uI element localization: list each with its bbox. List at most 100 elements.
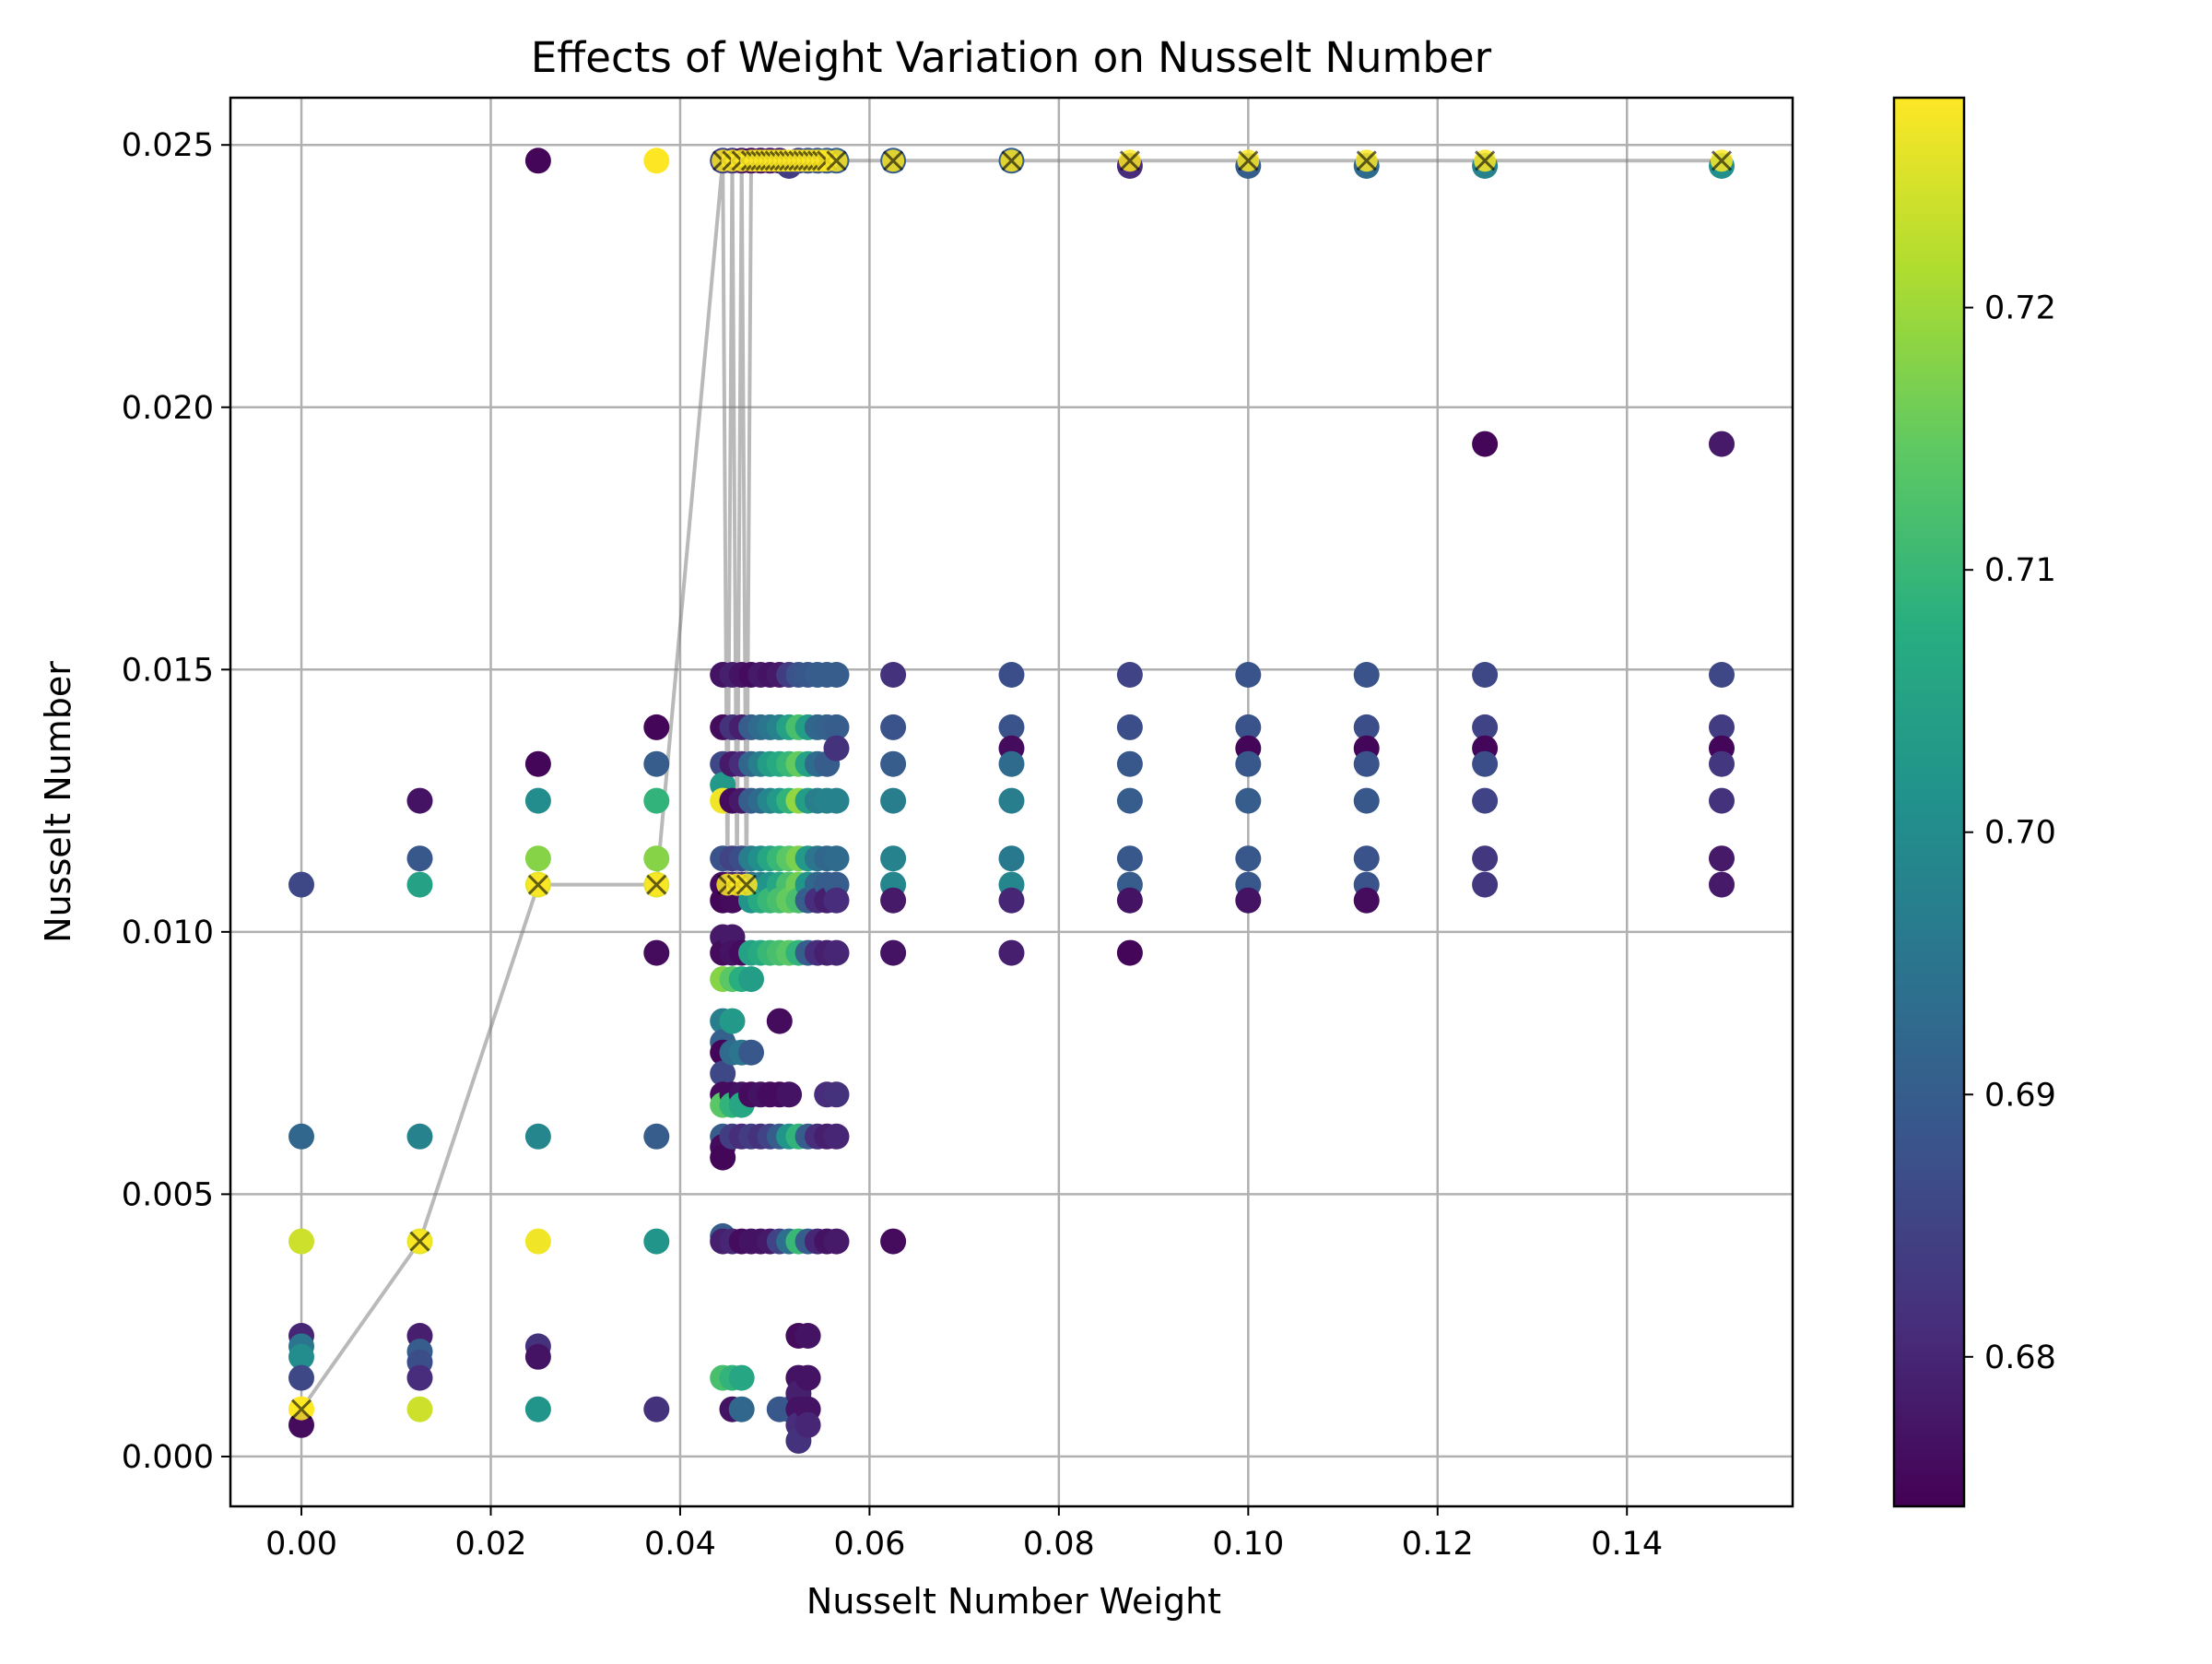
y-tick-label: 0.015 — [122, 652, 214, 689]
data-point — [1472, 662, 1499, 688]
data-point — [1709, 871, 1735, 898]
data-point — [406, 1123, 433, 1150]
data-point — [1353, 787, 1380, 814]
data-point — [524, 750, 551, 777]
data-point — [738, 966, 764, 993]
y-tick-label: 0.000 — [122, 1439, 214, 1476]
x-tick-label: 0.08 — [1023, 1526, 1095, 1563]
data-point — [524, 1396, 551, 1422]
data-point — [823, 1081, 850, 1108]
data-point — [1116, 939, 1143, 966]
x-axis-label: Nusselt Number Weight — [806, 1581, 1221, 1622]
data-point — [288, 1411, 314, 1438]
data-point — [1235, 662, 1262, 688]
data-point — [1235, 787, 1262, 814]
colorbar-tick-label: 0.71 — [1984, 552, 2056, 589]
colorbar-tick-label: 0.69 — [1984, 1077, 2056, 1114]
x-marker — [1237, 149, 1260, 172]
data-point — [794, 1323, 821, 1349]
data-points — [288, 148, 1735, 1454]
data-point — [823, 787, 850, 814]
data-point — [1709, 431, 1735, 457]
data-point — [1472, 750, 1499, 777]
data-point — [406, 1396, 433, 1422]
x-tick-label: 0.02 — [455, 1526, 527, 1563]
data-point — [1709, 750, 1735, 777]
data-point — [1709, 662, 1735, 688]
data-point — [880, 845, 907, 872]
data-point — [1472, 787, 1499, 814]
x-marker — [735, 873, 758, 896]
y-tick-label: 0.020 — [122, 390, 214, 427]
colorbar — [1894, 98, 1964, 1506]
data-point — [1353, 714, 1380, 740]
y-tick-label: 0.025 — [122, 127, 214, 164]
data-point — [1235, 714, 1262, 740]
data-point — [524, 845, 551, 872]
data-point — [288, 1364, 314, 1391]
data-point — [776, 1081, 803, 1108]
data-point — [1709, 845, 1735, 872]
data-point — [823, 845, 850, 872]
x-marker — [526, 873, 549, 896]
data-point — [524, 1123, 551, 1150]
data-point — [998, 939, 1025, 966]
data-point — [998, 787, 1025, 814]
data-point — [1472, 845, 1499, 872]
x-marker — [645, 873, 668, 896]
trend-line — [300, 159, 1722, 1410]
plot-frame — [229, 96, 1794, 1508]
x-tick-label: 0.00 — [265, 1526, 337, 1563]
data-point — [823, 939, 850, 966]
data-point — [1235, 887, 1262, 914]
data-point — [1235, 845, 1262, 872]
colorbar-tick-label: 0.70 — [1984, 815, 2056, 852]
data-point — [880, 787, 907, 814]
y-tick-label: 0.010 — [122, 915, 214, 951]
data-point — [794, 1364, 821, 1391]
x-axis-ticks: 0.00 0.02 0.04 0.06 0.08 0.10 0.12 0.14 — [265, 1506, 1663, 1563]
data-point — [288, 1228, 314, 1255]
x-marker — [408, 1230, 431, 1253]
chart-title: Effects of Weight Variation on Nusselt N… — [531, 33, 1492, 82]
x-markers — [290, 149, 1733, 1421]
colorbar-tick-label: 0.68 — [1984, 1339, 2056, 1376]
data-point — [1353, 845, 1380, 872]
data-point — [524, 787, 551, 814]
data-point — [643, 750, 670, 777]
data-point — [823, 735, 850, 761]
data-point — [643, 148, 670, 174]
data-point — [880, 750, 907, 777]
data-point — [1353, 887, 1380, 914]
data-point — [1116, 714, 1143, 740]
x-marker — [1118, 149, 1141, 172]
data-point — [998, 887, 1025, 914]
data-point — [823, 887, 850, 914]
data-point — [823, 1228, 850, 1255]
data-point — [406, 871, 433, 898]
data-point — [643, 939, 670, 966]
data-point — [998, 750, 1025, 777]
data-point — [1472, 871, 1499, 898]
data-point — [406, 1364, 433, 1391]
data-point — [1235, 750, 1262, 777]
y-axis-label: Nusselt Number — [38, 661, 78, 943]
x-marker — [290, 1398, 313, 1421]
data-point — [710, 1060, 736, 1087]
colorbar-frame — [1892, 96, 1966, 1508]
y-tick-label: 0.005 — [122, 1176, 214, 1213]
data-point — [288, 1123, 314, 1150]
data-point — [728, 1364, 755, 1391]
x-tick-label: 0.10 — [1212, 1526, 1284, 1563]
data-point — [880, 714, 907, 740]
data-point — [643, 787, 670, 814]
trend-polyline — [300, 159, 1722, 1410]
data-point — [524, 148, 551, 174]
y-axis-ticks: 0.000 0.005 0.010 0.015 0.020 0.025 — [122, 127, 230, 1476]
data-point — [794, 1411, 821, 1438]
data-point — [1709, 714, 1735, 740]
colorbar-tick-label: 0.72 — [1984, 290, 2056, 327]
data-point — [880, 662, 907, 688]
